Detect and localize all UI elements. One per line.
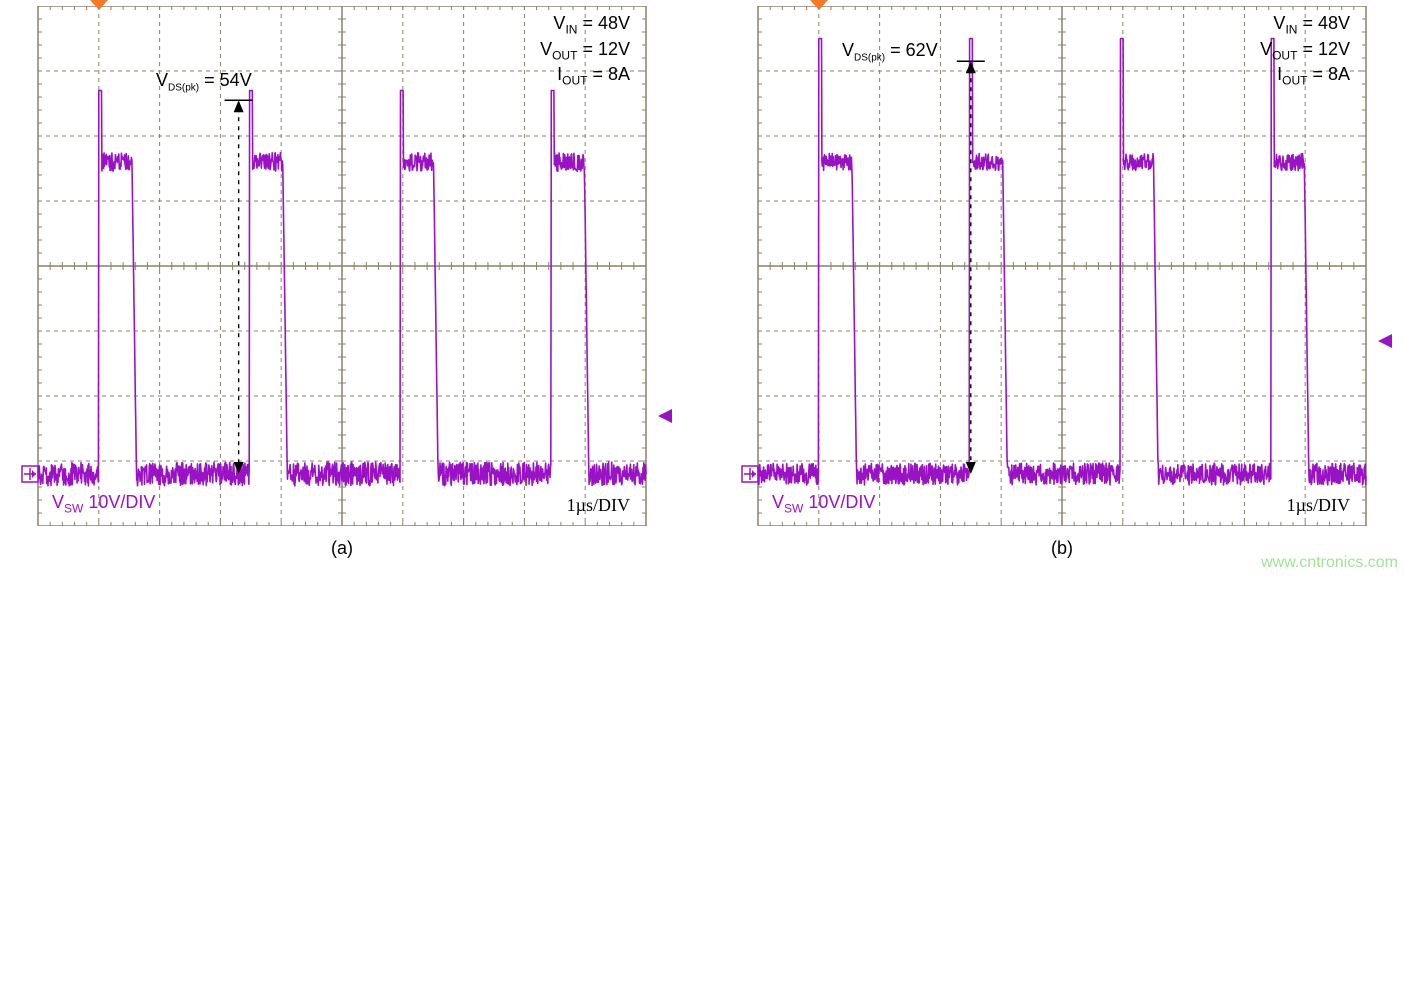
scope-pair: VIN = 48VVOUT = 12VIOUT = 8AVDS(pk) = 54…	[0, 0, 1404, 559]
scope-screen: VIN = 48VVOUT = 12VIOUT = 8AVDS(pk) = 54…	[18, 6, 666, 526]
watermark: www.cntronics.com	[1261, 554, 1398, 572]
figure-root: VIN = 48VVOUT = 12VIOUT = 8AVDS(pk) = 54…	[0, 0, 1404, 582]
panel-caption: (a)	[18, 538, 666, 559]
scope-screen: VIN = 48VVOUT = 12VIOUT = 8AVDS(pk) = 62…	[738, 6, 1386, 526]
scope-panel-a: VIN = 48VVOUT = 12VIOUT = 8AVDS(pk) = 54…	[18, 6, 666, 559]
scope-panel-b: VIN = 48VVOUT = 12VIOUT = 8AVDS(pk) = 62…	[738, 6, 1386, 559]
